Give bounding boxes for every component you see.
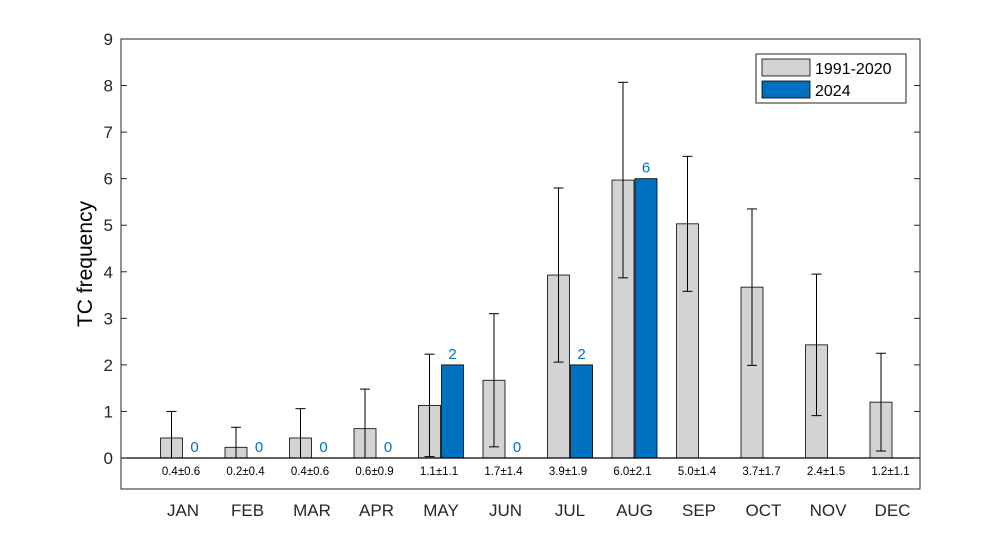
value-label-2024-jun: 0 <box>513 439 521 456</box>
x-tick-label-oct: OCT <box>746 501 782 520</box>
bar-2024-may <box>441 364 464 459</box>
climatology-label-apr: 0.6±0.9 <box>355 466 393 478</box>
value-label-2024-apr: 0 <box>384 439 392 456</box>
legend: 1991-2020 2024 <box>755 53 907 104</box>
value-label-2024-aug: 6 <box>642 160 650 177</box>
value-label-2024-may: 2 <box>448 346 456 363</box>
climatology-label-sep: 5.0±1.4 <box>678 466 717 478</box>
y-axis: 0 1 2 3 4 5 6 7 8 9 <box>104 30 920 468</box>
y-tick-label-9: 9 <box>104 30 113 49</box>
climatology-label-feb: 0.2±0.4 <box>226 466 265 478</box>
climatology-label-nov: 2.4±1.5 <box>807 466 845 478</box>
plot-area <box>121 39 920 489</box>
x-tick-label-dec: DEC <box>875 501 911 520</box>
y-tick-label-1: 1 <box>104 402 113 421</box>
y-tick-label-8: 8 <box>104 77 113 96</box>
value-label-2024-mar: 0 <box>319 439 327 456</box>
x-tick-label-nov: NOV <box>810 501 848 520</box>
value-label-2024-jul: 2 <box>577 346 585 363</box>
y-tick-label-3: 3 <box>104 309 113 328</box>
y-tick-label-4: 4 <box>104 263 113 282</box>
plot-frame <box>120 38 921 490</box>
climatology-label-may: 1.1±1.1 <box>420 466 458 478</box>
legend-label-1991-2020: 1991-2020 <box>815 61 892 78</box>
legend-swatch-2024 <box>761 80 811 99</box>
y-tick-label-7: 7 <box>104 123 113 142</box>
climatology-label-jul: 3.9±1.9 <box>549 466 587 478</box>
climatology-label-jun: 1.7±1.4 <box>484 466 523 478</box>
climatology-label-jan: 0.4±0.6 <box>162 466 200 478</box>
x-tick-label-mar: MAR <box>293 501 331 520</box>
x-tick-label-sep: SEP <box>682 501 716 520</box>
y-tick-label-6: 6 <box>104 170 113 189</box>
climatology-label-dec: 1.2±1.1 <box>871 466 909 478</box>
climatology-label-oct: 3.7±1.7 <box>742 466 780 478</box>
y-axis-label: TC frequency <box>74 200 97 327</box>
x-tick-label-jan: JAN <box>167 501 199 520</box>
labels-layer: 0 0.4±0.6 JAN 0 0.2±0.4 FEB 0 0.4±0.6 MAR 0 0.6±0.… <box>162 160 911 520</box>
x-tick-label-apr: APR <box>359 501 394 520</box>
x-tick-label-jul: JUL <box>555 501 585 520</box>
x-tick-label-aug: AUG <box>616 501 653 520</box>
value-label-2024-jan: 0 <box>190 439 198 456</box>
legend-label-2024: 2024 <box>815 83 851 100</box>
bar-2024-aug <box>634 178 658 459</box>
x-tick-label-jun: JUN <box>489 501 522 520</box>
y-tick-label-0: 0 <box>104 449 113 468</box>
climatology-label-mar: 0.4±0.6 <box>291 466 329 478</box>
value-label-2024-feb: 0 <box>255 439 263 456</box>
x-tick-label-feb: FEB <box>231 501 264 520</box>
y-tick-label-5: 5 <box>104 216 113 235</box>
legend-swatch-1991-2020 <box>761 58 811 77</box>
bar-2024-jul <box>570 364 593 459</box>
climatology-label-aug: 6.0±2.1 <box>613 466 651 478</box>
x-tick-label-may: MAY <box>423 501 459 520</box>
y-tick-label-2: 2 <box>104 356 113 375</box>
error-bars-layer <box>166 81 886 459</box>
